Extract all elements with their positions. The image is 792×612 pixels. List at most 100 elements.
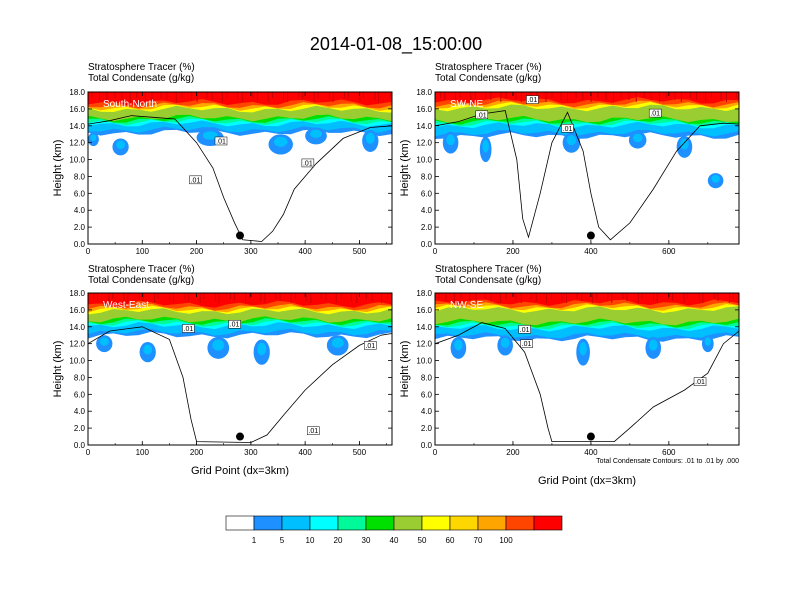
tracer-band — [88, 92, 392, 106]
plot-area: .01 .01 .01 — [88, 92, 392, 244]
y-tick-label: 16.0 — [416, 306, 432, 315]
x-tick-label: 600 — [662, 448, 676, 457]
location-marker — [586, 432, 595, 441]
panel-title-condensate: Total Condensate (g/kg) — [88, 275, 194, 286]
panel-top-right: Stratosphere Tracer (%)Total Condensate … — [399, 62, 740, 256]
y-tick-label: 4.0 — [74, 206, 86, 215]
tracer-band — [435, 293, 739, 306]
condensate-blob-core — [632, 133, 643, 143]
condensate-blob-core — [500, 337, 510, 348]
y-tick-label: 16.0 — [69, 306, 85, 315]
cross-section-label: South-North — [103, 99, 157, 110]
y-tick-label: 12.0 — [69, 139, 85, 148]
y-tick-label: 2.0 — [74, 223, 86, 232]
y-tick-label: 0.0 — [74, 441, 86, 450]
contour-label-box — [475, 110, 489, 120]
contour-label: .01 — [303, 160, 313, 167]
y-tick-label: 8.0 — [421, 172, 433, 181]
x-tick-label: 600 — [662, 247, 676, 256]
x-tick-label: 400 — [584, 247, 598, 256]
tracer-band — [435, 92, 739, 104]
x-tick-label: 300 — [244, 448, 258, 457]
x-tick-label: 300 — [244, 247, 258, 256]
y-tick-label: 6.0 — [74, 390, 86, 399]
condensate-blob-core — [704, 337, 712, 346]
contour-label: .01 — [230, 322, 240, 329]
contour-label: .01 — [191, 177, 201, 184]
panel-bottom-left: Stratosphere Tracer (%)Total Condensate … — [52, 264, 393, 477]
condensate-blob-core — [331, 337, 344, 348]
y-tick-label: 12.0 — [416, 340, 432, 349]
x-tick-label: 100 — [136, 448, 150, 457]
panel-title-tracer: Stratosphere Tracer (%) — [88, 264, 195, 275]
y-tick-label: 6.0 — [421, 390, 433, 399]
colorbar-label: 10 — [306, 536, 315, 545]
contour-label-box — [307, 426, 320, 435]
colorbar-swatch — [253, 515, 283, 531]
panel-title-tracer: Stratosphere Tracer (%) — [435, 264, 542, 275]
contour-label-box — [561, 124, 574, 133]
cross-section-label: NW-SE — [450, 300, 483, 311]
y-tick-label: 0.0 — [74, 240, 86, 249]
plot-area: .01 .01 .01 — [435, 293, 739, 445]
contour-label: .01 — [477, 112, 487, 119]
colorbar-swatch — [365, 515, 395, 531]
colorbar-swatch — [533, 515, 563, 531]
contour-note: Total Condensate Contours: .01 to .01 by… — [596, 458, 739, 465]
cross-section-label: West-East — [103, 300, 149, 311]
cross-section-label: SW-NE — [450, 99, 483, 110]
colorbar-label: 70 — [474, 536, 483, 545]
panel-bottom-right: Stratosphere Tracer (%)Total Condensate … — [399, 264, 740, 487]
y-tick-label: 16.0 — [416, 105, 432, 114]
colorbar-label: 60 — [446, 536, 455, 545]
condensate-blob-core — [257, 342, 267, 356]
condensate-blob-core — [711, 174, 720, 183]
y-tick-label: 2.0 — [421, 424, 433, 433]
plot-frame — [87, 91, 393, 245]
contour-label-box — [214, 136, 228, 146]
y-tick-label: 14.0 — [69, 323, 85, 332]
y-tick-label: 8.0 — [74, 373, 86, 382]
y-axis-label: Height (km) — [52, 140, 64, 197]
contour-label-box — [518, 325, 531, 334]
location-marker — [586, 231, 595, 240]
y-tick-label: 6.0 — [421, 189, 433, 198]
colorbar-label: 100 — [499, 536, 513, 545]
contour-label-box — [693, 377, 707, 386]
condensate-blob-core — [680, 138, 689, 150]
contour-label: .01 — [308, 428, 318, 435]
contour-label-box — [182, 324, 195, 333]
contour-label: .01 — [365, 343, 375, 350]
contour-label-box — [526, 95, 539, 104]
y-tick-label: 10.0 — [69, 156, 85, 165]
y-tick-label: 8.0 — [74, 172, 86, 181]
contour-label-box — [648, 108, 662, 118]
y-axis-label: Height (km) — [399, 341, 411, 398]
panel-title-tracer: Stratosphere Tracer (%) — [435, 62, 542, 73]
colorbar: 1 5 10 20 30 40 50 60 70 100 — [225, 515, 563, 545]
contour-label: .01 — [522, 341, 532, 348]
colorbar-label: 5 — [280, 536, 285, 545]
contour-label-box — [189, 175, 202, 185]
panel-title-condensate: Total Condensate (g/kg) — [435, 275, 541, 286]
y-tick-label: 4.0 — [74, 407, 86, 416]
condensate-blob-core — [212, 339, 225, 351]
location-marker — [236, 231, 244, 240]
y-tick-label: 10.0 — [416, 357, 432, 366]
y-tick-label: 16.0 — [69, 105, 85, 114]
condensate-blob-core — [482, 139, 489, 153]
x-tick-label: 0 — [86, 448, 91, 457]
contour-label: .01 — [520, 327, 530, 334]
x-tick-label: 100 — [136, 247, 150, 256]
contour-label: .01 — [695, 379, 705, 386]
panel-top-left: Stratosphere Tracer (%)Total Condensate … — [52, 62, 393, 256]
contour-label: .01 — [184, 326, 194, 333]
tracer-band — [88, 293, 392, 308]
condensate-blob-core — [579, 341, 587, 356]
contour-label: .01 — [216, 138, 226, 145]
condensate-blob-core — [365, 132, 375, 144]
condensate-contour — [435, 110, 739, 241]
x-tick-label: 500 — [353, 448, 367, 457]
y-tick-label: 18.0 — [416, 289, 432, 298]
condensate-blob-core — [446, 134, 455, 146]
